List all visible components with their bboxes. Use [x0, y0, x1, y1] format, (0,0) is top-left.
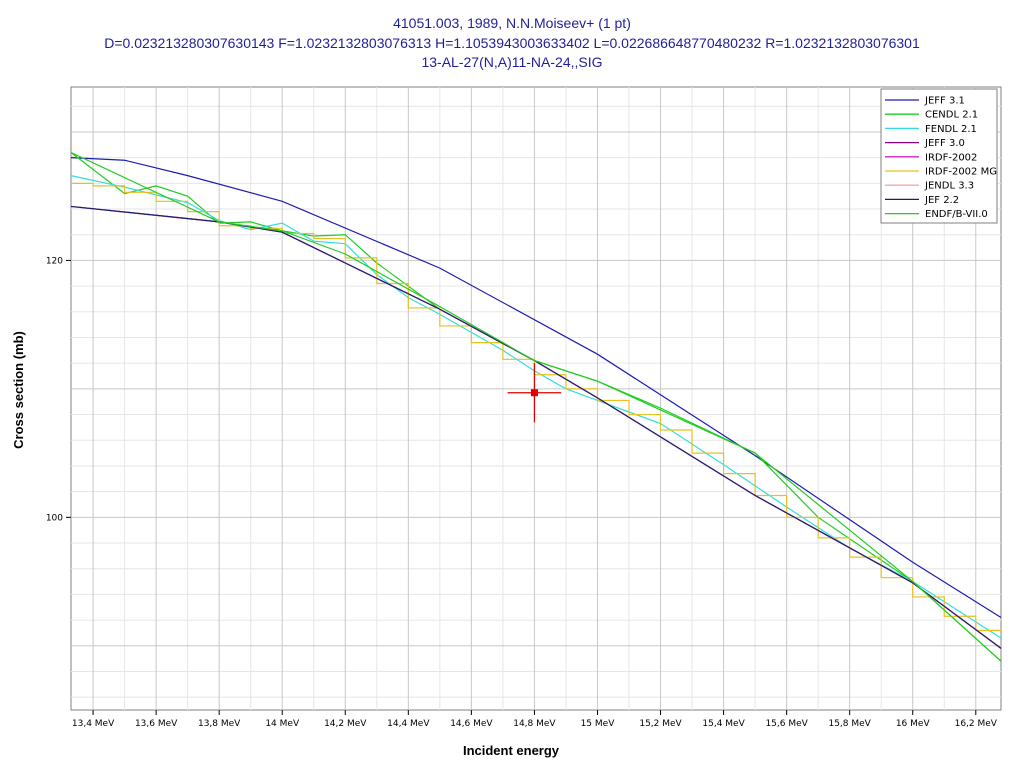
reaction-label: 13-AL-27(N,A)11-NA-24,,SIG — [421, 54, 602, 70]
legend-label: CENDL 2.1 — [925, 110, 978, 121]
x-tick-label: 15 MeV — [581, 719, 616, 729]
x-tick-label: 15,6 MeV — [765, 719, 808, 729]
y-axis-label: Cross section (mb) — [11, 331, 26, 449]
legend-label: JEFF 3.0 — [924, 138, 965, 149]
data-points — [507, 363, 562, 423]
legend-label: IRDF-2002 — [925, 152, 977, 163]
y-tick-label: 120 — [46, 256, 63, 266]
x-tick-label: 13,6 MeV — [135, 719, 178, 729]
x-tick-label: 14,4 MeV — [387, 719, 430, 729]
series-layer — [70, 151, 1002, 662]
chart-title: 41051.003, 1989, N.N.Moiseev+ (1 pt) — [393, 15, 631, 31]
y-tick-label: 100 — [46, 513, 63, 523]
x-tick-label: 16,2 MeV — [955, 719, 998, 729]
legend-label: ENDF/B-VII.0 — [925, 209, 988, 220]
x-tick-label: 14,6 MeV — [450, 719, 493, 729]
legend-label: JENDL 3.3 — [924, 181, 974, 192]
x-tick-label: 13,8 MeV — [198, 719, 241, 729]
x-tick-label: 13,4 MeV — [72, 719, 115, 729]
x-tick-label: 14,8 MeV — [513, 719, 556, 729]
legend: JEFF 3.1 CENDL 2.1 FENDL 2.1 JEFF 3.0 IRDF-2… — [880, 88, 998, 224]
x-tick-label: 15,4 MeV — [702, 719, 745, 729]
x-tick-label: 14 MeV — [265, 719, 300, 729]
legend-label: JEF 2.2 — [924, 195, 959, 206]
legend-label: IRDF-2002 MG — [925, 167, 997, 178]
tick-labels: 13,4 MeV 13,6 MeV 13,8 MeV 14 MeV 14,2 MeV 14… — [46, 256, 998, 729]
x-axis-label: Incident energy — [463, 743, 560, 758]
x-tick-label: 14,2 MeV — [324, 719, 367, 729]
x-tick-label: 15,2 MeV — [639, 719, 682, 729]
x-tick-label: 16 MeV — [896, 719, 931, 729]
legend-label: JEFF 3.1 — [924, 96, 965, 107]
chart-subtitle: D=0.023213280307630143 F=1.0232132803076… — [104, 35, 920, 51]
series-line — [70, 205, 1002, 649]
series-line — [70, 157, 1002, 619]
data-point-marker — [530, 389, 538, 397]
legend-items: JEFF 3.1 CENDL 2.1 FENDL 2.1 JEFF 3.0 IRDF-2… — [885, 96, 997, 220]
x-tick-label: 15,8 MeV — [828, 719, 871, 729]
plot-area — [70, 86, 1002, 711]
series-line — [70, 152, 1002, 662]
series-line — [70, 151, 1002, 662]
legend-box — [880, 88, 998, 224]
legend-label: FENDL 2.1 — [925, 124, 977, 135]
